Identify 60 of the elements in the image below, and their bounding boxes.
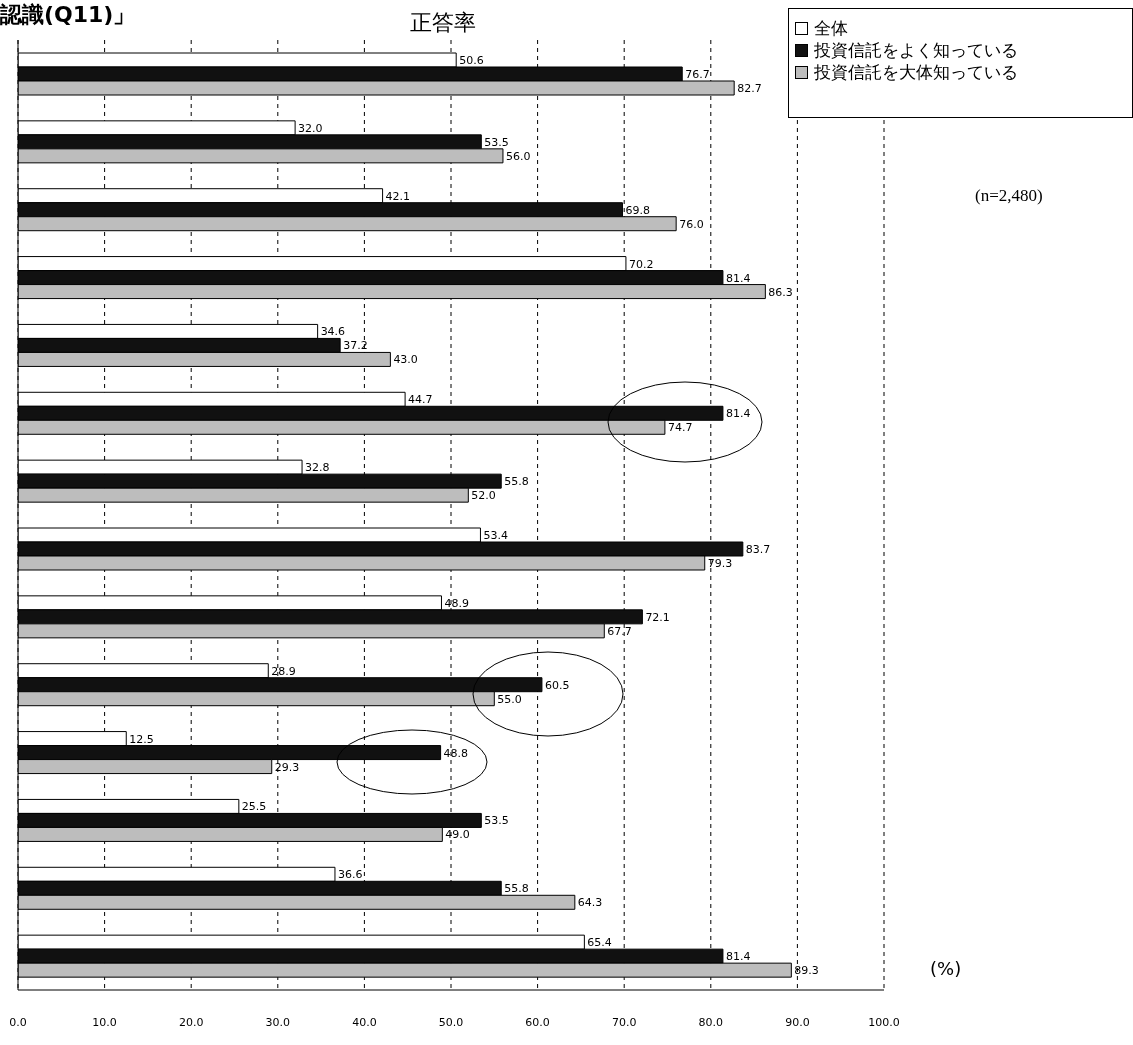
data-label: 83.7: [745, 543, 771, 556]
chart-subtitle: 正答率: [410, 9, 476, 37]
data-label: 76.7: [685, 68, 710, 81]
x-tick-label: 20.0: [178, 1015, 204, 1029]
chart-title: 認識(Q11)」: [0, 1, 136, 29]
x-tick-label: 40.0: [352, 1015, 377, 1029]
data-label: 55.8: [504, 882, 529, 896]
data-label: 48.8: [443, 746, 469, 760]
data-label: 65.4: [587, 936, 612, 950]
data-label: 72.1: [645, 610, 670, 624]
x-tick-label: 50.0: [438, 1015, 464, 1029]
data-label: 53.5: [484, 135, 509, 149]
data-label: 60.5: [544, 678, 570, 692]
data-label: 44.7: [408, 393, 433, 407]
data-label: 34.6: [320, 325, 346, 339]
data-label: 52.0: [471, 489, 496, 503]
data-label: 86.3: [768, 285, 793, 299]
legend-label: 全体: [813, 17, 849, 39]
data-label: 32.0: [298, 121, 323, 135]
data-label: 81.4: [725, 407, 751, 421]
data-label: 69.8: [625, 203, 650, 217]
data-label: 74.7: [667, 421, 693, 435]
text: (n=2,480): [975, 186, 1043, 206]
data-label: 29.3: [274, 760, 300, 774]
data-label: 81.4: [725, 950, 751, 964]
data-label: 76.0: [679, 217, 704, 231]
data-label: 49.0: [445, 828, 470, 842]
legend-label: 投資信託を大体知っている: [813, 61, 1019, 83]
data-label: 89.3: [794, 964, 819, 978]
data-label: 55.8: [504, 475, 529, 489]
data-label: 36.6: [337, 868, 363, 882]
x-tick-label: 70.0: [611, 1015, 637, 1029]
data-label: 81.4: [725, 271, 751, 285]
x-tick-label: 80.0: [698, 1015, 724, 1029]
data-label: 79.3: [707, 557, 733, 570]
data-label: 56.0: [505, 149, 531, 163]
x-tick-label: 100.0: [868, 1015, 900, 1029]
x-tick-label: 10.0: [92, 1015, 117, 1029]
data-label: 50.6: [459, 54, 484, 67]
data-label: 82.7: [737, 82, 762, 95]
data-label: 64.3: [577, 896, 603, 910]
legend-label: 投資信託をよく知っている: [813, 39, 1019, 61]
data-label: 70.2: [628, 257, 654, 271]
x-tick-label: 60.0: [525, 1015, 550, 1029]
data-label: 12.5: [129, 732, 154, 746]
data-label: 48.9: [444, 596, 469, 610]
text: (%): [930, 958, 962, 979]
data-label: 32.8: [305, 461, 330, 475]
data-label: 42.1: [385, 189, 411, 203]
data-label: 53.5: [484, 814, 509, 828]
data-label: 55.0: [497, 692, 522, 706]
data-label: 43.0: [393, 353, 418, 367]
data-label: 53.4: [483, 529, 508, 542]
data-label: 25.5: [241, 800, 267, 814]
x-tick-label: 0.0: [9, 1015, 27, 1029]
x-tick-label: 30.0: [265, 1015, 291, 1029]
data-label: 67.7: [607, 624, 632, 638]
data-label: 28.9: [271, 664, 296, 678]
x-tick-label: 90.0: [785, 1015, 810, 1029]
data-label: 37.2: [343, 339, 368, 353]
